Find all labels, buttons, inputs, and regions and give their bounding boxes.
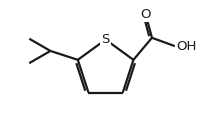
Text: O: O	[140, 8, 151, 21]
Text: OH: OH	[176, 40, 196, 53]
Text: S: S	[101, 33, 110, 46]
